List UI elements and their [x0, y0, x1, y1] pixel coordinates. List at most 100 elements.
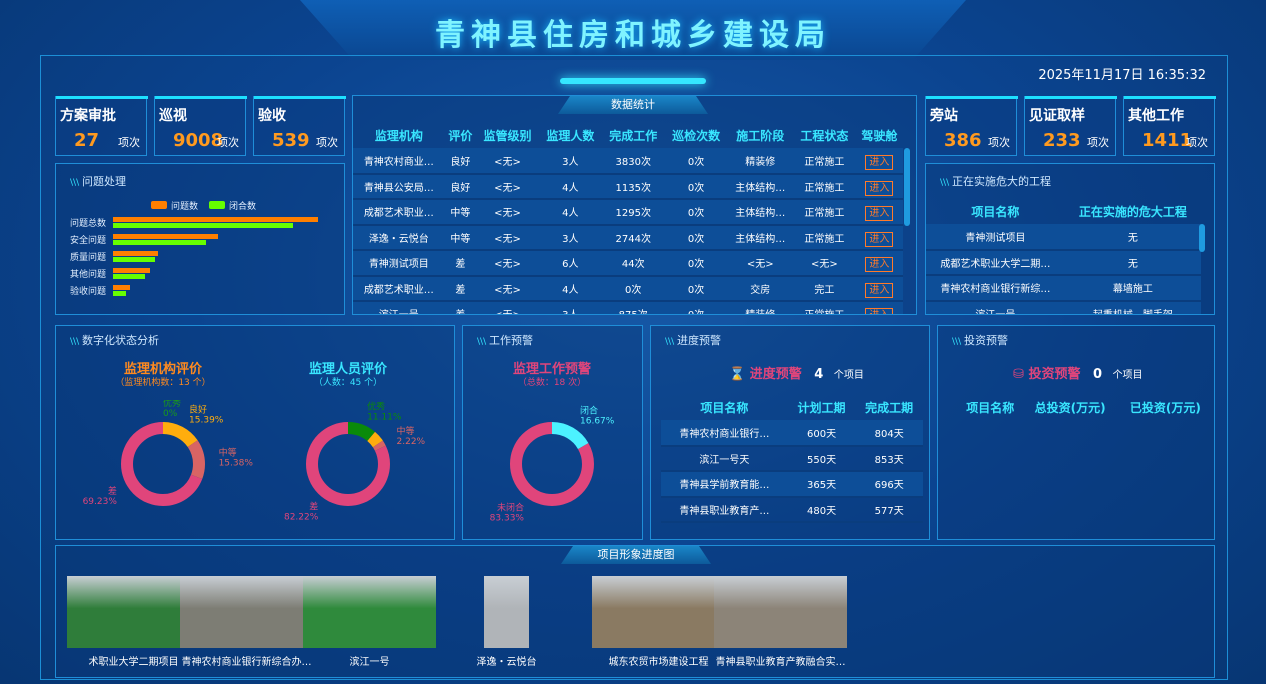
bar	[113, 240, 206, 245]
table-cell: <无>	[476, 199, 539, 226]
card-unit: 项次	[217, 136, 239, 149]
donut-subtitle: （人数：45 个）	[313, 378, 383, 388]
table-cell: 正常施工	[792, 148, 856, 175]
slice-label: 11.11%	[367, 412, 402, 422]
digital-panel: 数字化状态分析	[55, 325, 455, 540]
table-cell: 正常施工	[792, 224, 856, 251]
column-header: 巡检次数	[672, 128, 721, 143]
slice-label: 闭合	[580, 405, 598, 417]
stat-card[interactable]: 方案审批 27 项次	[55, 96, 148, 156]
table-cell: 875次	[601, 301, 665, 314]
legend-swatch	[151, 201, 167, 209]
progress-panel: 进度预警 ⌛ 进度预警 4 个项目 项目名称计划工期完成工期青神农村商业银行…6…	[650, 325, 930, 540]
enter-button[interactable]: 进入	[865, 257, 894, 273]
enter-button[interactable]: 进入	[865, 180, 894, 196]
project-photo[interactable]	[180, 576, 313, 648]
card-value: 539	[272, 130, 310, 151]
project-photo[interactable]	[67, 576, 200, 648]
table-cell: 6人	[538, 250, 602, 277]
project-photo[interactable]	[484, 576, 529, 648]
project-photo[interactable]	[714, 576, 847, 648]
enter-button[interactable]: 进入	[865, 308, 894, 314]
card-value: 386	[944, 130, 982, 151]
table-cell: 中等	[444, 199, 477, 226]
column-header: 总投资(万元)	[1034, 400, 1106, 415]
scrollbar[interactable]	[904, 148, 910, 226]
table-cell: 进入	[855, 148, 903, 175]
table-cell: 577天	[855, 496, 923, 523]
stat-card[interactable]: 见证取样 233 项次	[1024, 96, 1117, 156]
table-cell: 进入	[855, 199, 903, 226]
table-cell: 3人	[538, 301, 602, 314]
table-cell: 0次	[664, 250, 728, 277]
panel-title: 数据统计	[558, 96, 708, 114]
bar	[113, 223, 293, 228]
panel-title: 数字化状态分析	[70, 332, 159, 348]
enter-button[interactable]: 进入	[865, 282, 894, 298]
table-row: 青神测试项目差 <无> 6人 44次 0次 <无> <无> 进入	[353, 250, 903, 277]
header-banner	[300, 0, 966, 60]
enter-button[interactable]: 进入	[865, 231, 894, 247]
donut-slice	[306, 422, 390, 506]
stat-card[interactable]: 巡视 9008 项次	[154, 96, 247, 156]
bar	[113, 251, 158, 256]
column-header: 项目名称	[966, 400, 1015, 415]
table-cell: 进入	[855, 173, 903, 200]
scrollbar[interactable]	[1199, 224, 1205, 252]
slice-label: 优秀	[367, 400, 385, 412]
table-cell: 青神农村商业银行…	[661, 420, 788, 447]
table-cell: 差	[444, 250, 477, 277]
legend-label: 闭合数	[229, 202, 257, 212]
card-value: 1411	[1142, 130, 1193, 151]
slice-label: 69.23%	[83, 497, 118, 507]
table-cell: 滨江一号天	[661, 445, 788, 472]
legend-label: 问题数	[171, 202, 199, 212]
slice-label: 15.38%	[219, 458, 254, 468]
table-cell: 0次	[664, 275, 728, 302]
table-cell: 480天	[787, 496, 856, 523]
panel-title: 工作预警	[477, 332, 533, 348]
enter-button[interactable]: 进入	[865, 206, 894, 222]
table-cell: 4人	[538, 275, 602, 302]
table-cell: 差	[444, 301, 477, 314]
bar	[113, 285, 130, 290]
table-cell: 550天	[787, 445, 856, 472]
invest-heading: ⛁ 投资预警 0 个项目	[1013, 367, 1143, 382]
table-cell: 青神县公安局…	[353, 173, 445, 200]
table-row: 滨江一号天 550天 853天	[661, 445, 923, 472]
card-value: 9008	[173, 130, 224, 151]
project-photo[interactable]	[303, 576, 436, 648]
progress-count: 4	[814, 367, 824, 382]
invest-count: 0	[1092, 367, 1103, 382]
stat-card[interactable]: 验收 539 项次	[253, 96, 346, 156]
slice-label: 中等	[219, 446, 237, 458]
progress-heading: ⌛ 进度预警 4 个项目	[729, 367, 864, 382]
column-header: 工程状态	[800, 128, 849, 143]
header-glow	[560, 78, 706, 84]
table-cell: 起重机械、脚手架	[1064, 300, 1201, 314]
card-label: 其他工作	[1128, 108, 1184, 124]
project-caption: 滨江一号	[349, 657, 390, 668]
panel-title: 进度预警	[665, 332, 721, 348]
table-cell: 853天	[855, 445, 923, 472]
slice-label: 82.22%	[284, 512, 319, 522]
project-caption: 术职业大学二期项目	[88, 657, 179, 668]
table-cell: 成都艺术职业大学二期…	[926, 249, 1065, 276]
project-photo[interactable]	[592, 576, 725, 648]
card-unit: 项次	[118, 136, 140, 149]
enter-button[interactable]: 进入	[865, 154, 894, 170]
slice-label: 优秀	[163, 400, 181, 409]
main-frame	[40, 55, 1228, 680]
column-header: 正在实施的危大工程	[1078, 204, 1187, 219]
card-unit: 项次	[1186, 136, 1208, 149]
stat-card[interactable]: 旁站 386 项次	[925, 96, 1018, 156]
stat-card[interactable]: 其他工作 1411 项次	[1123, 96, 1216, 156]
table-row: 泽逸・云悦台 中等 <无> 3人 2744次 0次 主体结构… 正常施工 进入	[353, 224, 903, 251]
panel-title: 问题处理	[70, 173, 126, 189]
table-row: 滨江一号差<无>3人875次0次精装修正常施工进入	[353, 301, 903, 314]
column-header: 完成工作	[609, 128, 658, 143]
table-cell: 4人	[538, 173, 602, 200]
table-row: 成都艺术职业… 差 <无> 4人 0次 0次 交房 完工 进入	[353, 275, 903, 302]
